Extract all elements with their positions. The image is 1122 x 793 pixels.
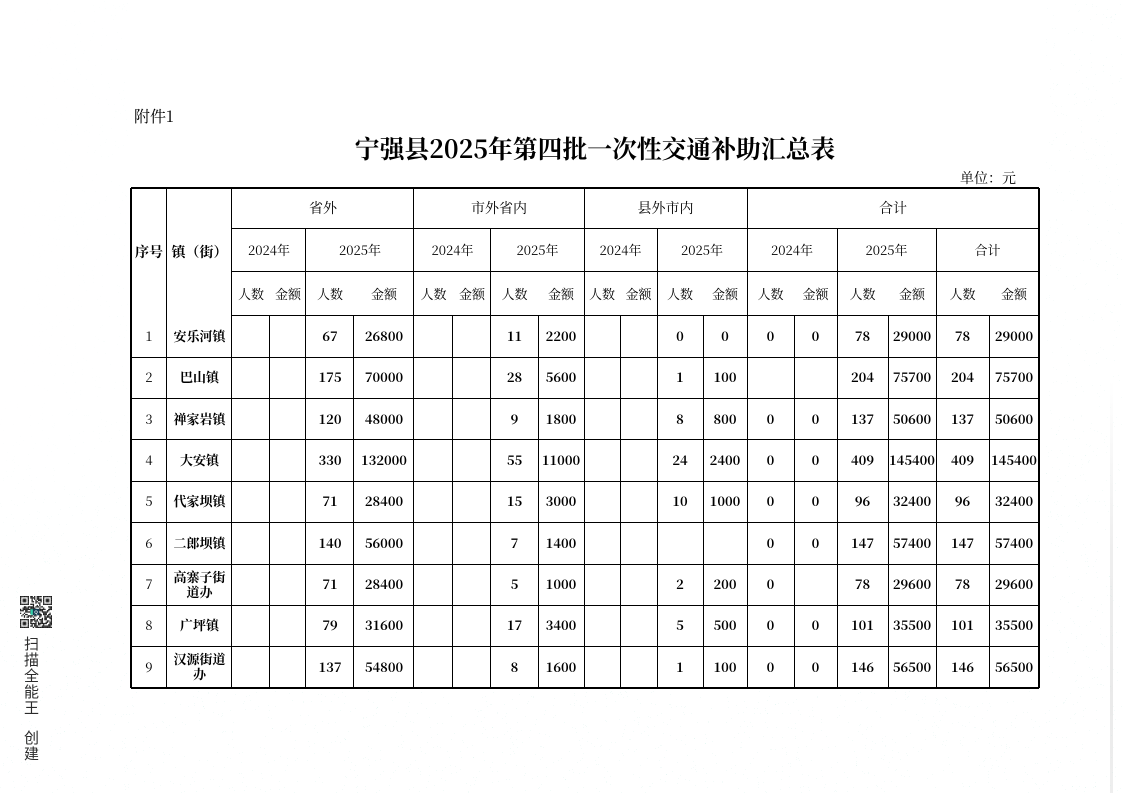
svg-text:Q: Q (34, 610, 38, 615)
